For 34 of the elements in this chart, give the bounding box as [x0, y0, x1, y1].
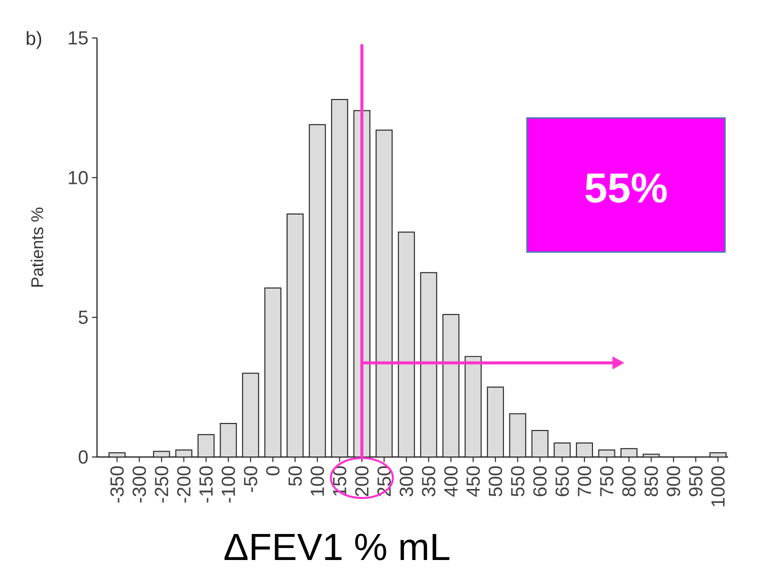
x-tick-label: 50: [288, 466, 302, 486]
x-tick-label: 950: [689, 466, 702, 496]
x-tick-label: -350: [110, 466, 124, 503]
x-tick-label: 350: [422, 466, 436, 496]
y-tick-label: 15: [68, 31, 88, 45]
x-tick-label: 100: [310, 466, 324, 496]
x-tick-label: 1000: [711, 466, 725, 506]
x-tick-label: 850: [644, 466, 658, 496]
x-tick-label: 650: [555, 466, 569, 496]
x-tick-label: 300: [400, 466, 414, 496]
x-tick-label: 900: [666, 466, 680, 496]
x-tick-label: 700: [578, 466, 592, 496]
x-tick-label: -100: [222, 466, 236, 503]
x-tick-label: 500: [488, 466, 502, 496]
y-tick-label: 0: [78, 450, 88, 464]
y-tick-label: 5: [78, 310, 88, 324]
x-tick-label: -300: [132, 466, 146, 503]
x-tick-label: 600: [533, 466, 547, 496]
x-axis-title: ΔFEV1 % mL: [224, 534, 450, 560]
x-tick-label: -250: [154, 466, 168, 503]
x-tick-label: 200: [355, 466, 369, 496]
x-tick-label: 0: [266, 466, 280, 476]
y-axis-title: Patients %: [30, 208, 44, 287]
x-tick-label: 750: [600, 466, 614, 496]
y-tick-label: 10: [68, 170, 88, 184]
x-tick-label: -150: [199, 466, 213, 503]
x-tick-label: -50: [244, 466, 258, 492]
x-tick-label: -200: [177, 466, 191, 503]
x-tick-label: 400: [444, 466, 458, 497]
x-tick-label: 450: [466, 466, 480, 497]
x-tick-label: 800: [622, 466, 636, 496]
annotation: 55%: [585, 173, 667, 203]
x-tick-label: 550: [510, 466, 524, 496]
text: b): [26, 31, 42, 49]
